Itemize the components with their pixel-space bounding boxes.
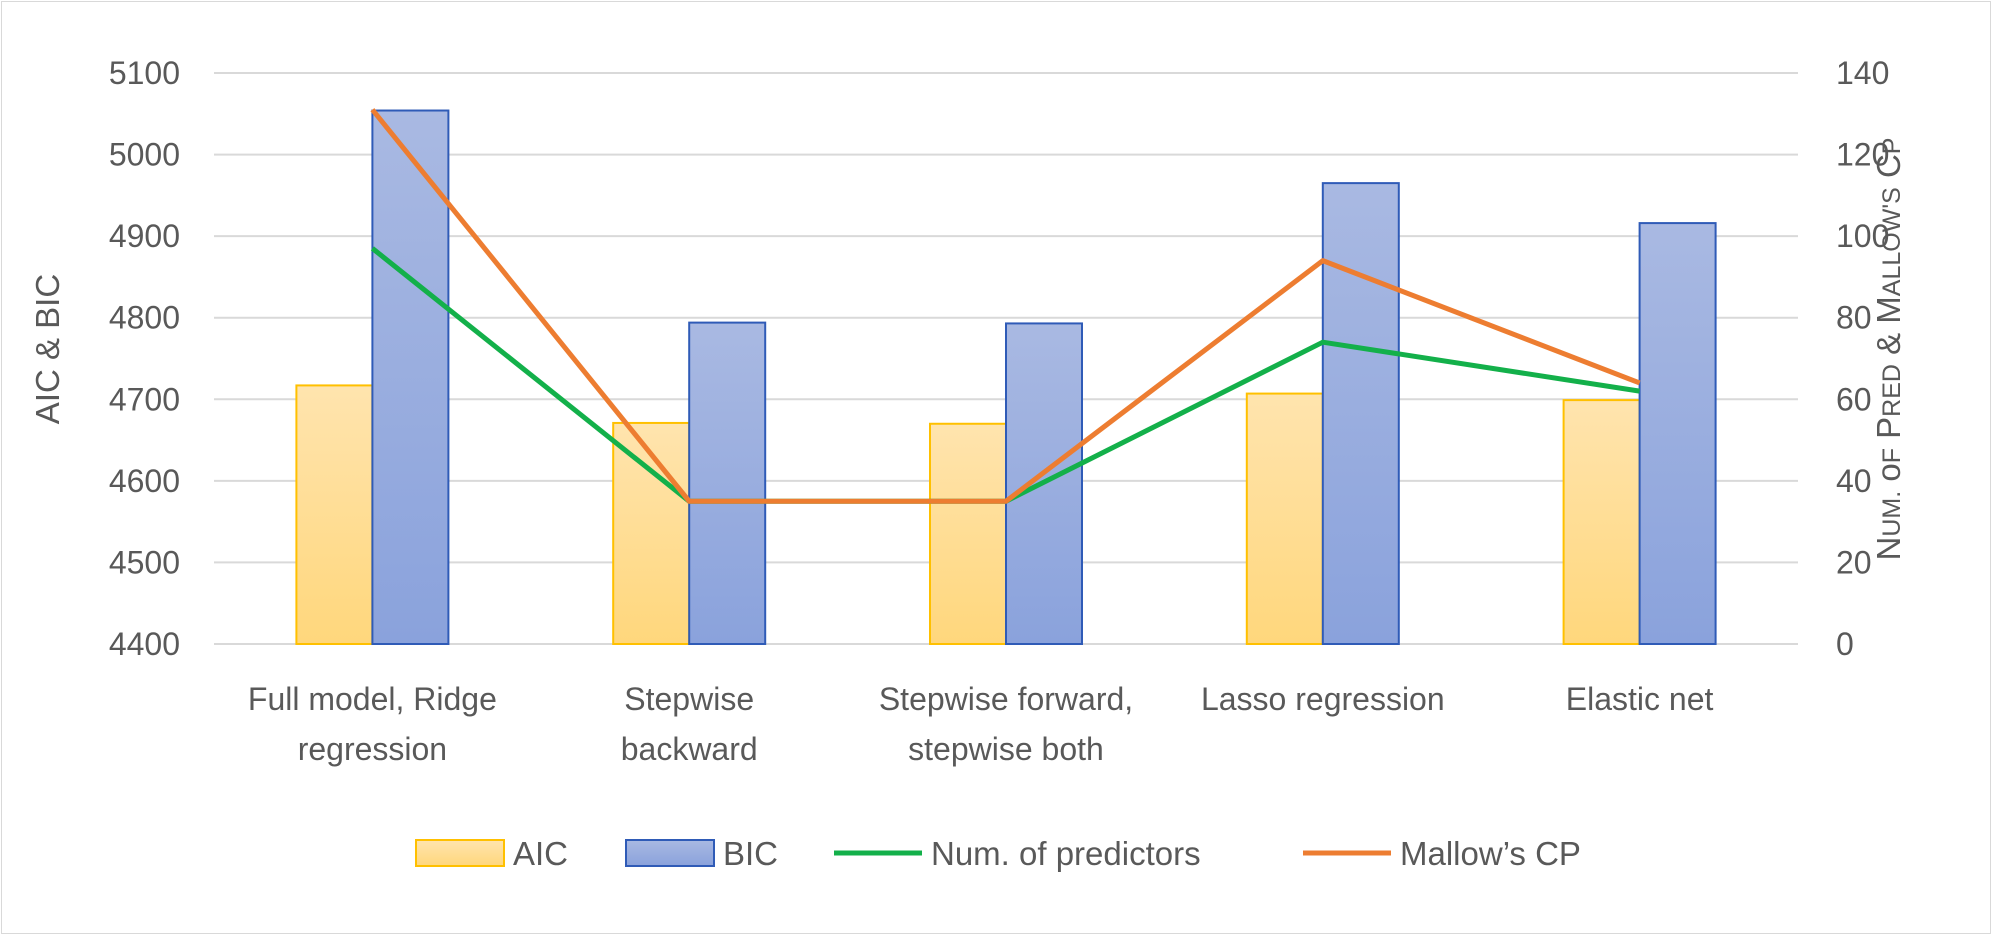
aic-bar [1245,392,1324,645]
legend-label: Num. of predictors [931,835,1201,872]
category-label: Stepwise [624,681,754,717]
bic-bar [688,321,767,645]
category-label: backward [621,731,758,767]
right-tick-label: 120 [1836,137,1889,173]
bic-bar [1321,182,1400,645]
legend-label: AIC [513,835,568,872]
bic-bar [371,109,450,646]
right-tick-label: 80 [1836,300,1872,336]
category-labels: Full model, Ridge regression Stepwise backw… [248,681,1714,767]
mallows-cp-line [370,108,1641,504]
legend-aic: AIC [415,835,568,872]
left-tick-label: 5000 [109,137,180,173]
right-tick-label: 0 [1836,626,1854,662]
category-label: stepwise both [908,731,1104,767]
left-tick-label: 4700 [109,381,180,417]
category-label: Lasso regression [1201,681,1445,717]
legend: AIC BIC Num. of predictors Mallow’s CP [415,835,1581,872]
bic-bar [1638,222,1717,645]
legend-swatch [625,839,715,867]
left-tick-label: 4500 [109,544,180,580]
left-tick-label: 5100 [109,55,180,91]
aic-bar [295,384,374,645]
right-tick-label: 40 [1836,463,1872,499]
aic-bar [1562,399,1641,646]
left-tick-label: 4800 [109,300,180,336]
legend-swatch [415,839,505,867]
legend-label: Mallow’s CP [1400,835,1581,872]
left-tick-label: 4900 [109,218,180,254]
legend-bic: BIC [625,835,778,872]
category-label: Full model, Ridge [248,681,497,717]
right-axis-title: NUM. oF PRED & MALLOW'S CP [1870,137,1907,560]
lines [370,108,1641,504]
category-label: regression [298,731,447,767]
right-tick-label: 20 [1836,544,1872,580]
right-tick-label: 60 [1836,381,1872,417]
tick-labels: 4400 4500 4600 4700 4800 4900 5000 5100 0 20 40 60 8… [109,55,1890,662]
aic-bar [929,422,1007,645]
aic-bar [612,421,691,646]
left-axis-title: AIC & BIC [29,274,66,424]
category-label: Stepwise forward, [879,681,1133,717]
right-tick-label: 140 [1836,55,1889,91]
category-label: Elastic net [1566,681,1714,717]
legend-label: BIC [723,835,778,872]
left-tick-label: 4400 [109,626,180,662]
legend-num-predictors: Num. of predictors [834,835,1201,872]
left-tick-label: 4600 [109,463,180,499]
right-tick-label: 100 [1836,218,1889,254]
bars [295,109,1717,646]
legend-mallows-cp: Mallow’s CP [1303,835,1581,872]
